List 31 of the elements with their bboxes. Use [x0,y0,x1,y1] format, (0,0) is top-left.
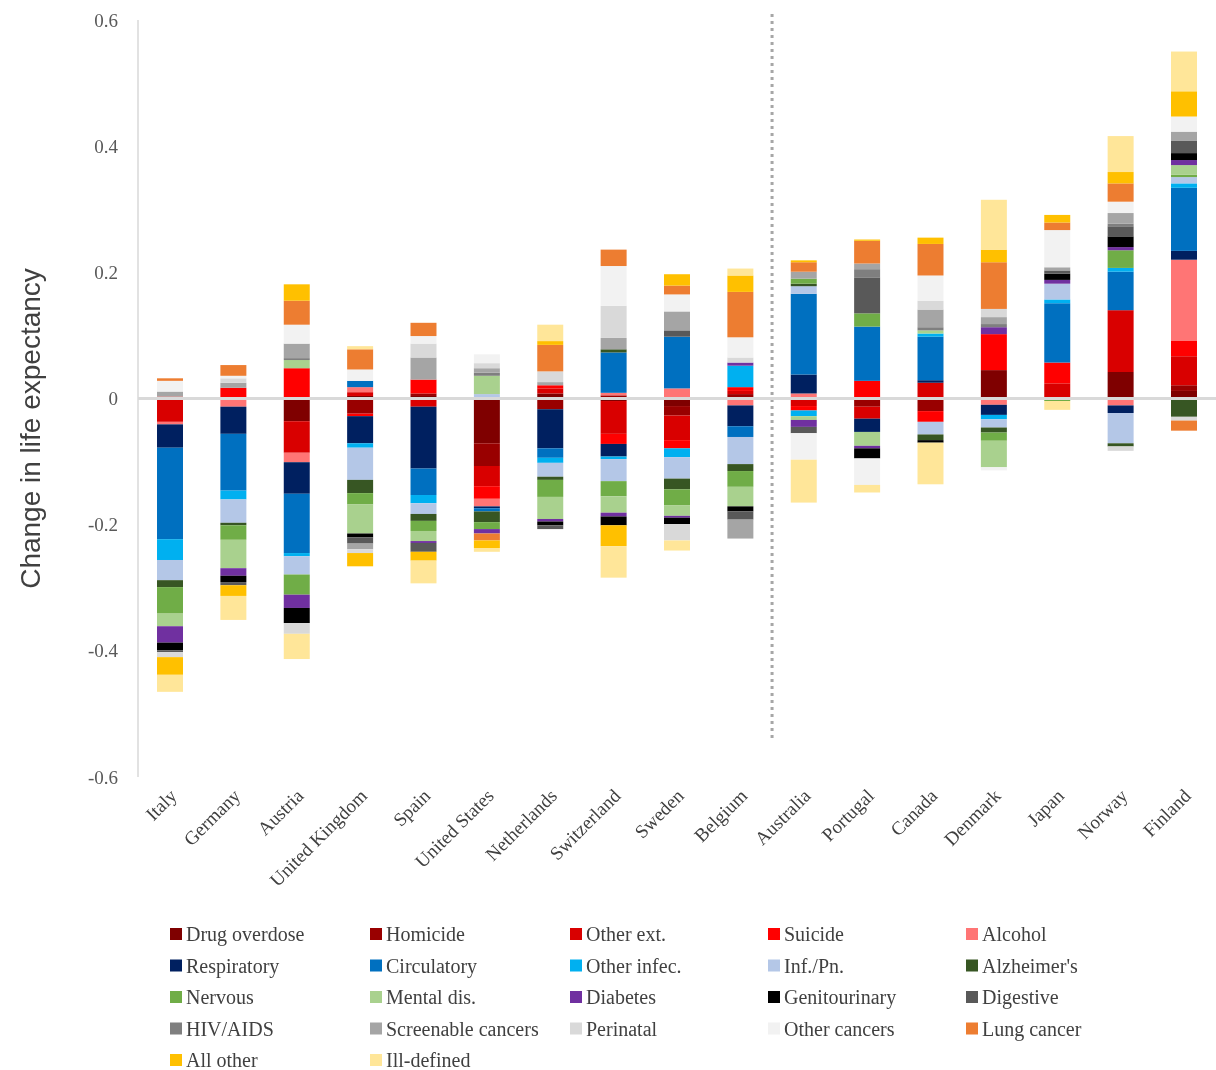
legend-label: Other infec. [586,954,682,977]
legend-label: Other cancers [784,1017,895,1040]
y-tick-label: -0.4 [87,640,119,662]
legend-label: Perinatal [586,1017,658,1040]
y-axis-title: Change in life expectancy [15,268,46,589]
y-tick-label: 0 [108,388,118,410]
y-tick-label: 0.2 [94,261,118,283]
legend-label: Ill-defined [386,1049,471,1070]
legend-label: Genitourinary [784,986,897,1009]
legend-label: Digestive [982,986,1059,1009]
y-tick-label: -0.2 [87,514,118,536]
legend-label: HIV/AIDS [186,1017,274,1040]
y-tick-label: -0.6 [87,766,118,788]
legend-label: Screenable cancers [386,1017,539,1040]
y-tick-label: 0.4 [94,135,119,157]
legend-label: Other ext. [586,923,666,945]
legend-label: Alcohol [982,923,1047,945]
legend-label: Diabetes [586,986,657,1008]
legend-label: Mental dis. [386,986,476,1008]
legend-label: Nervous [186,986,254,1008]
legend-label: Respiratory [186,954,280,978]
legend-label: Lung cancer [982,1017,1082,1041]
legend-label: Circulatory [386,954,478,978]
legend-label: Suicide [784,923,845,945]
y-tick-label: 0.6 [94,9,118,31]
legend-label: Homicide [386,923,465,945]
legend-label: Alzheimer's [982,954,1079,977]
legend-label: All other [186,1049,258,1070]
legend-label: Inf./Pn. [784,954,844,977]
legend-label: Drug overdose [186,923,305,946]
x-tick-label: Italy [141,784,182,825]
